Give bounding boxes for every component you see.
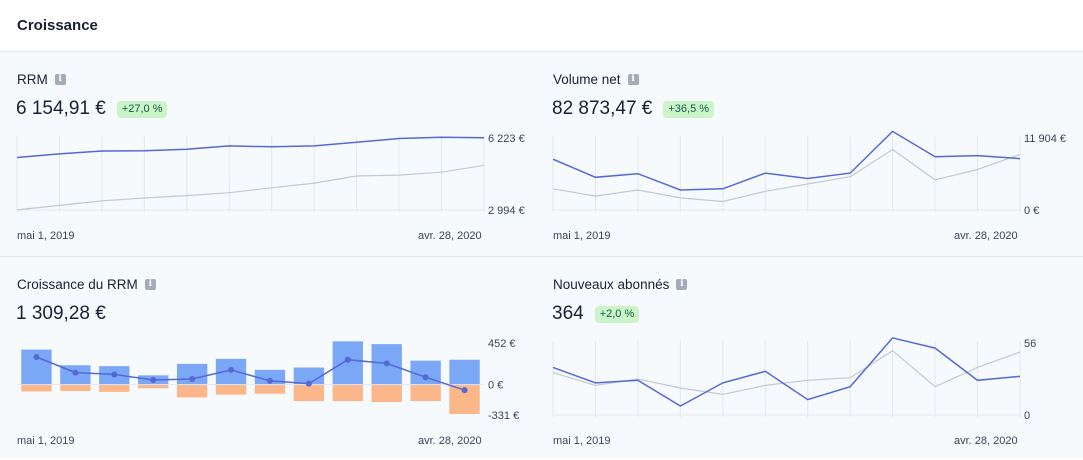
start-date: mai 1, 2019 bbox=[17, 230, 75, 242]
net-point bbox=[344, 356, 351, 363]
net-point bbox=[111, 371, 118, 378]
start-date: mai 1, 2019 bbox=[553, 230, 611, 242]
bar-negative bbox=[332, 384, 363, 402]
y-tick-label: 0 € bbox=[1024, 205, 1039, 217]
info-icon[interactable]: i bbox=[676, 279, 688, 290]
y-tick-label: 2 994 € bbox=[488, 205, 525, 217]
panel-value-text: 6 154,91 € bbox=[16, 98, 106, 119]
bar-positive bbox=[332, 341, 363, 385]
series-line-previous bbox=[16, 164, 485, 211]
page-header: Croissance bbox=[0, 0, 1083, 52]
bar-positive bbox=[410, 360, 441, 385]
panel-title-text: Nouveaux abonnés bbox=[553, 277, 670, 292]
bar-negative bbox=[215, 384, 247, 395]
info-icon[interactable]: i bbox=[627, 74, 639, 85]
end-date: avr. 28, 2020 bbox=[418, 230, 482, 242]
change-badge: +27,0 % bbox=[116, 100, 168, 118]
panel-volume-net[interactable]: Volume net i 82 873,47 € +36,5 % 11 904 … bbox=[536, 52, 1076, 255]
panel-value: 1 309,28 € bbox=[16, 303, 106, 325]
metrics-grid: RRM i 6 154,91 € +27,0 % 6 223 €2 994 € … bbox=[0, 52, 1083, 458]
end-date: avr. 28, 2020 bbox=[954, 230, 1018, 242]
y-tick-label: 6 223 € bbox=[488, 133, 525, 145]
start-date: mai 1, 2019 bbox=[17, 435, 75, 447]
bar-negative bbox=[410, 384, 441, 402]
info-icon[interactable]: i bbox=[54, 74, 66, 85]
row-divider bbox=[0, 256, 1083, 257]
panel-value-text: 364 bbox=[552, 303, 584, 324]
panel-title: Croissance du RRM i bbox=[17, 277, 156, 292]
y-tick-label: -331 € bbox=[488, 410, 519, 422]
bar-negative bbox=[293, 384, 325, 402]
panel-value-text: 82 873,47 € bbox=[552, 98, 653, 119]
y-tick-label: 11 904 € bbox=[1024, 133, 1066, 145]
net-point bbox=[383, 360, 390, 367]
net-point bbox=[422, 374, 429, 381]
series-line-current bbox=[552, 337, 1021, 407]
end-date: avr. 28, 2020 bbox=[418, 435, 482, 447]
end-date: avr. 28, 2020 bbox=[954, 435, 1018, 447]
panel-title: RRM i bbox=[17, 72, 66, 87]
start-date: mai 1, 2019 bbox=[553, 435, 611, 447]
series-line-previous bbox=[552, 349, 1021, 396]
page-title: Croissance bbox=[17, 17, 98, 34]
y-tick-label: 0 € bbox=[488, 380, 503, 392]
net-point bbox=[150, 376, 157, 383]
y-tick-label: 0 bbox=[1024, 410, 1030, 422]
panel-value-text: 1 309,28 € bbox=[16, 303, 106, 324]
bar-positive bbox=[293, 367, 325, 385]
bar-negative bbox=[371, 384, 402, 403]
panel-title-text: Croissance du RRM bbox=[17, 277, 138, 292]
change-badge: +36,5 % bbox=[663, 100, 715, 118]
bar-negative bbox=[21, 384, 52, 392]
volume-net-chart[interactable]: 11 904 € 0 € bbox=[536, 130, 1076, 222]
panel-title: Volume net i bbox=[553, 72, 639, 87]
series-line-previous bbox=[552, 148, 1021, 203]
series-line-current bbox=[16, 136, 485, 159]
net-point bbox=[228, 366, 235, 373]
net-point bbox=[461, 387, 468, 394]
change-badge: +2,0 % bbox=[594, 305, 640, 323]
net-point bbox=[189, 376, 196, 383]
panel-value: 82 873,47 € +36,5 % bbox=[552, 98, 715, 120]
panel-value: 6 154,91 € +27,0 % bbox=[16, 98, 168, 120]
net-point bbox=[266, 377, 273, 384]
new-subscribers-chart[interactable]: 56 0 bbox=[536, 335, 1076, 427]
panel-rrm[interactable]: RRM i 6 154,91 € +27,0 % 6 223 €2 994 € … bbox=[0, 52, 540, 255]
panel-rrm-growth[interactable]: Croissance du RRM i 1 309,28 € 452 € 0 € -… bbox=[0, 257, 540, 460]
rrm-growth-chart[interactable]: 452 € 0 € -331 € bbox=[0, 335, 540, 427]
panel-title-text: RRM bbox=[17, 72, 48, 87]
net-point bbox=[305, 380, 312, 387]
net-line bbox=[36, 356, 465, 391]
series-line-current bbox=[552, 130, 1021, 191]
rrm-chart[interactable]: 6 223 € 2 994 € bbox=[0, 130, 540, 222]
bar-negative bbox=[99, 384, 130, 392]
bar-negative bbox=[254, 384, 286, 394]
panel-new-subscribers[interactable]: Nouveaux abonnés i 364 +2,0 % 56 0 mai 1,… bbox=[536, 257, 1076, 460]
bar-negative bbox=[176, 384, 208, 398]
bar-negative bbox=[60, 384, 91, 391]
panel-title: Nouveaux abonnés i bbox=[553, 277, 688, 292]
y-tick-label: 452 € bbox=[488, 338, 516, 350]
bar-negative bbox=[138, 384, 169, 389]
net-point bbox=[33, 353, 40, 360]
panel-value: 364 +2,0 % bbox=[552, 303, 640, 325]
y-tick-label: 56 bbox=[1024, 338, 1036, 350]
panel-title-text: Volume net bbox=[553, 72, 621, 87]
net-point bbox=[72, 369, 79, 376]
bar-positive bbox=[449, 359, 480, 385]
info-icon[interactable]: i bbox=[144, 279, 156, 290]
